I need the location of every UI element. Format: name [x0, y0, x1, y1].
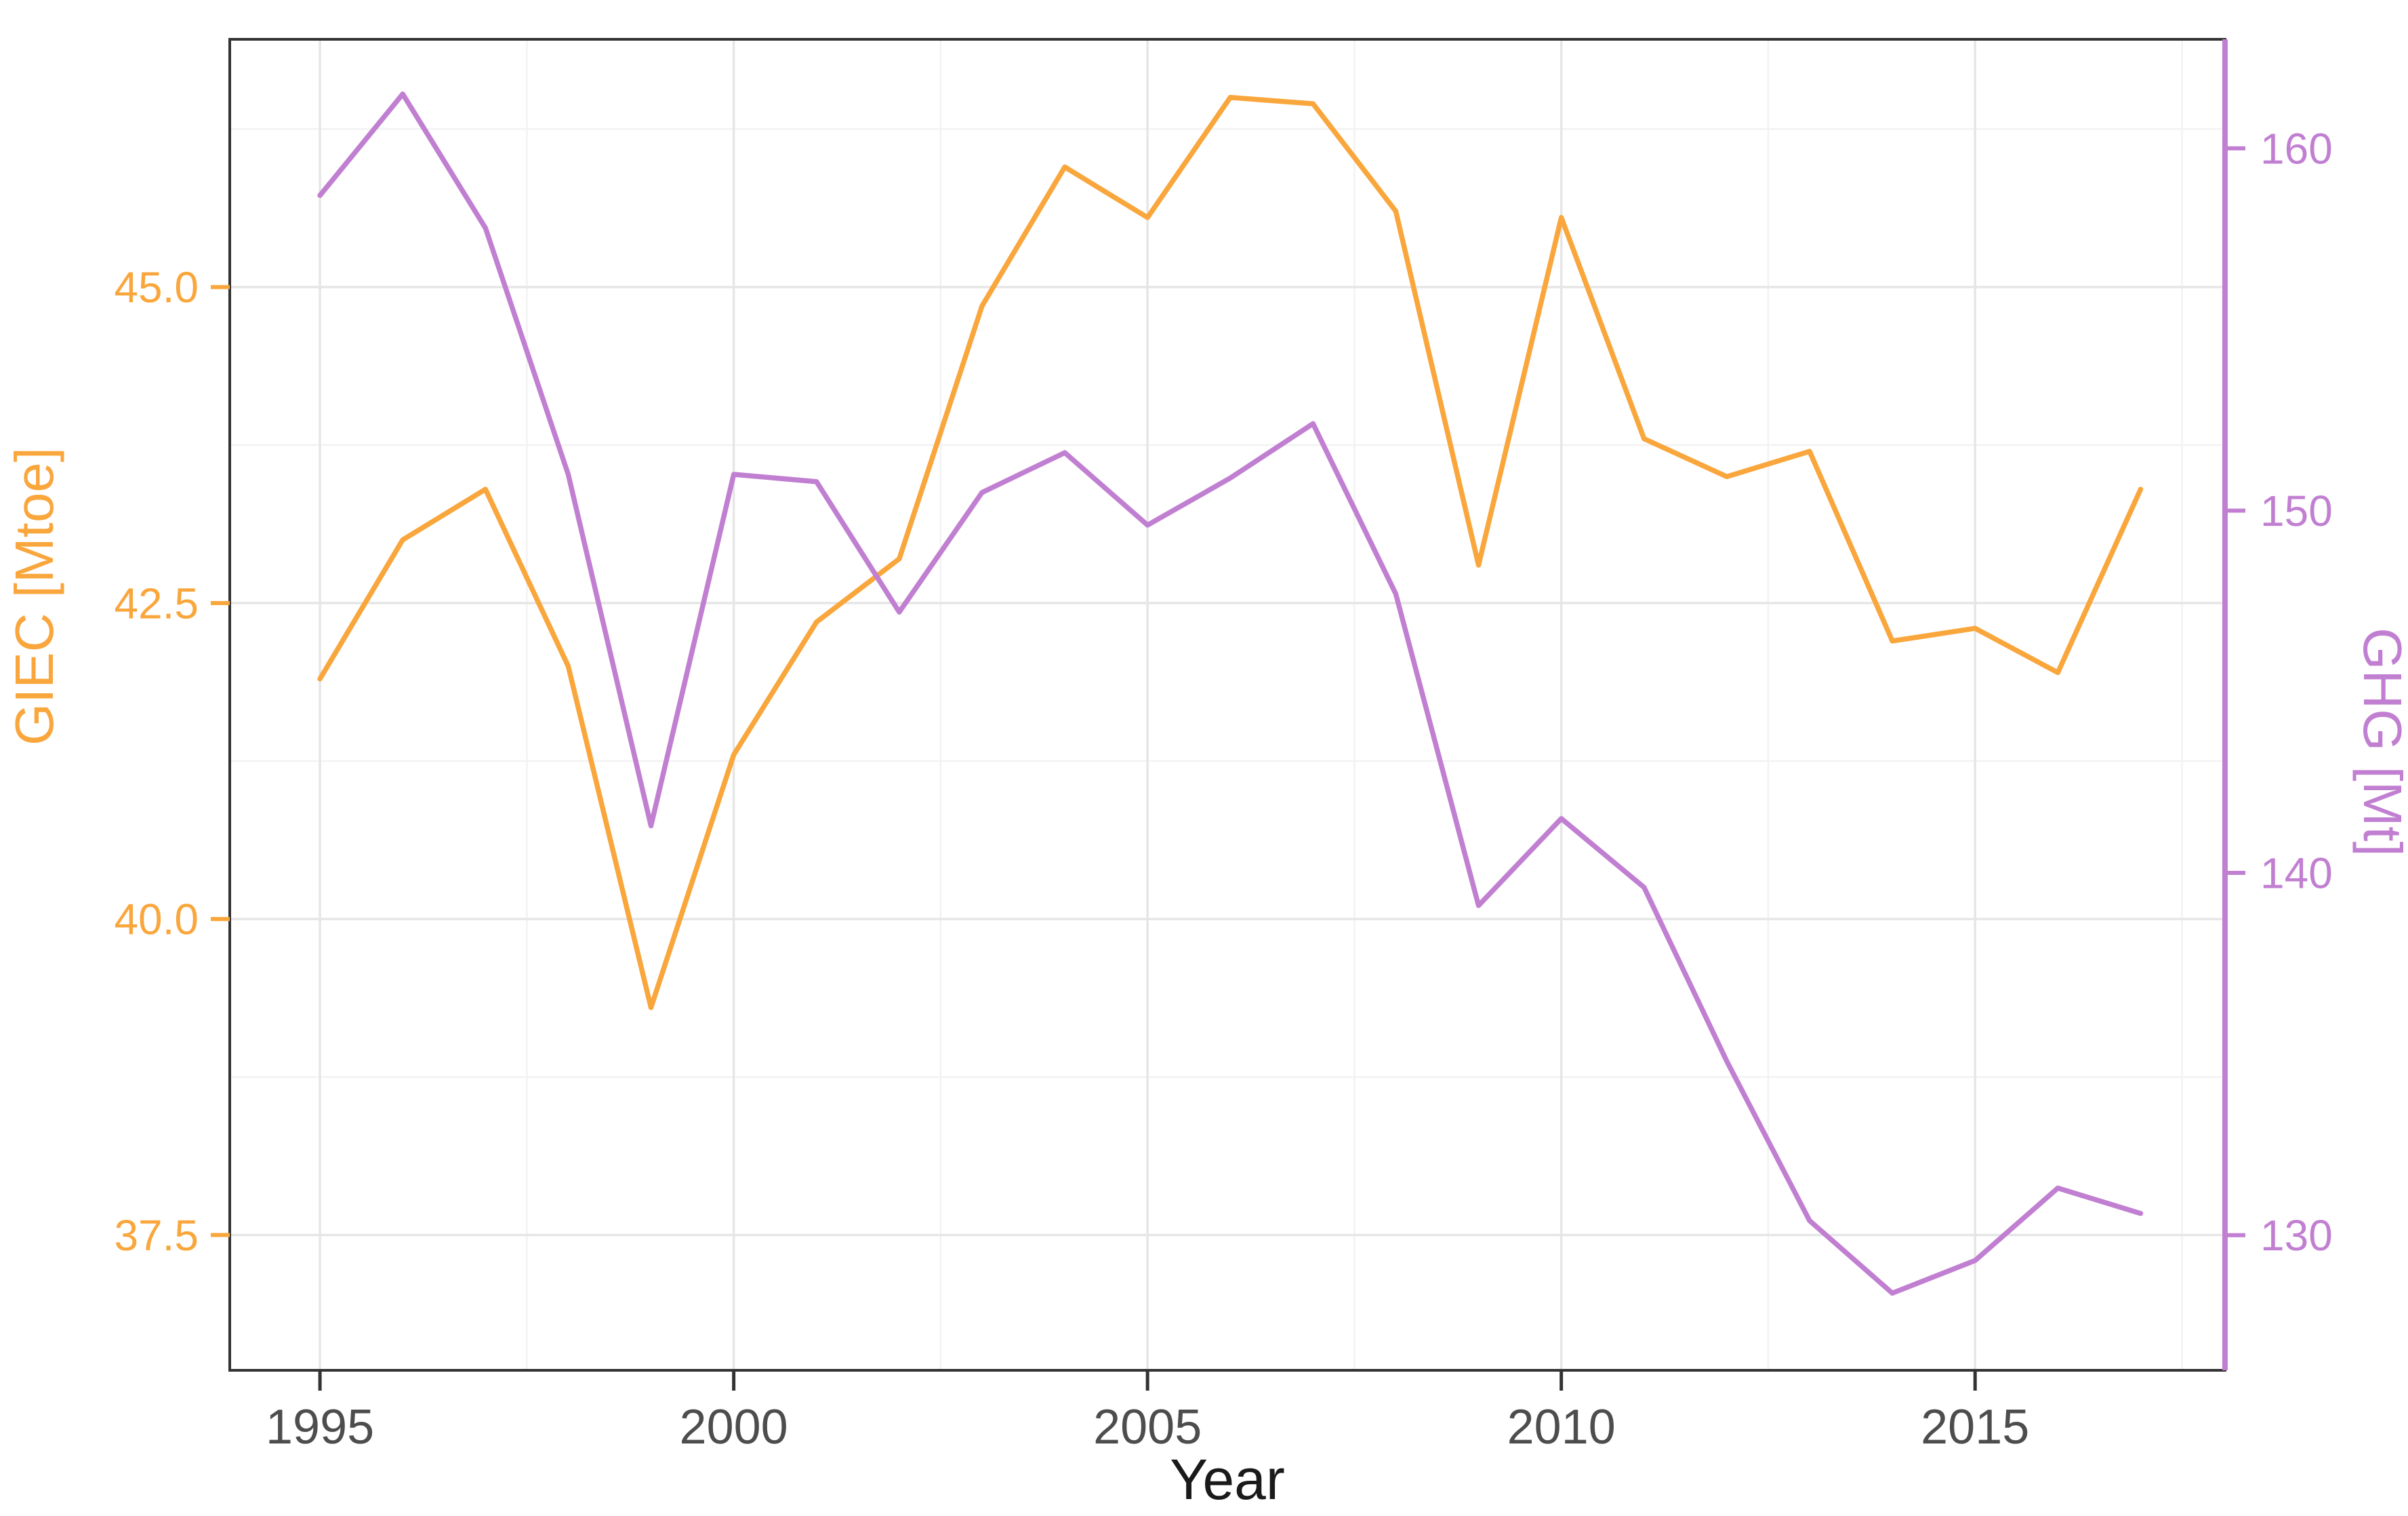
left-axis-title: GIEC [Mtoe] [4, 447, 64, 745]
panel-background [230, 39, 2225, 1370]
x-axis-tick-label: 2010 [1507, 1400, 1616, 1454]
ghg-series-line [317, 91, 2144, 1296]
left-axis-tick-label: 37.5 [114, 1211, 199, 1260]
x-axis-tick-label: 2005 [1093, 1400, 1202, 1454]
right-axis-tick-label: 150 [2260, 487, 2333, 535]
left-axis-tick-label: 45.0 [114, 263, 199, 312]
giec-series-line [317, 95, 2144, 1010]
right-axis-tick-label: 160 [2260, 124, 2333, 173]
x-axis-tick-label: 1995 [266, 1400, 374, 1454]
left-axis-tick-label: 42.5 [114, 579, 199, 628]
right-axis-title: GHG [Mt] [2352, 628, 2408, 857]
right-axis-tick-label: 140 [2260, 848, 2333, 897]
x-axis-tick-label: 2015 [1921, 1400, 2029, 1454]
x-axis-title: Year [1170, 1448, 1285, 1511]
x-axis-tick-label: 2000 [680, 1400, 788, 1454]
left-axis-tick-label: 40.0 [114, 895, 199, 944]
right-axis-tick-label: 130 [2260, 1211, 2333, 1260]
